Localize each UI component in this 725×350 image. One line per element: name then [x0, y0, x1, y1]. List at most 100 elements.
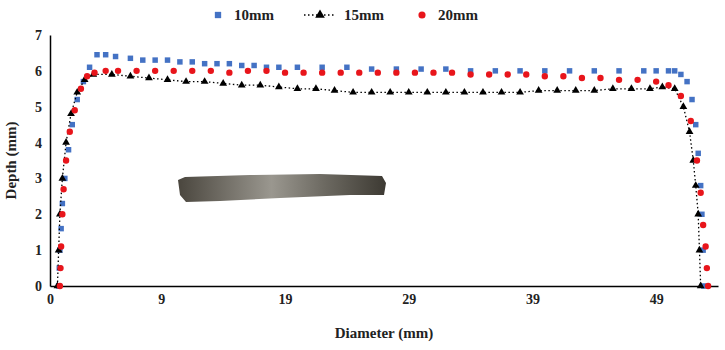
data-point	[164, 75, 172, 82]
x-tick: 49	[650, 286, 664, 307]
data-point	[251, 63, 256, 68]
data-point	[84, 73, 90, 79]
data-point	[227, 61, 232, 66]
legend-item: 10mm	[215, 7, 275, 23]
data-point	[57, 283, 63, 289]
series-line	[57, 74, 700, 286]
chart: 091929394901234567Diameter (mm)Depth (mm…	[0, 0, 725, 350]
y-axis: 01234567	[35, 28, 51, 294]
data-point	[486, 71, 492, 77]
data-point	[597, 75, 603, 81]
data-point	[59, 211, 65, 217]
data-point	[312, 84, 320, 91]
data-point	[693, 122, 698, 127]
data-point	[245, 68, 251, 74]
data-point	[201, 77, 209, 84]
data-point	[590, 86, 598, 93]
y-tick-label: 7	[35, 28, 42, 43]
data-point	[628, 84, 636, 91]
data-point	[678, 93, 684, 99]
data-point	[641, 68, 646, 73]
data-point	[542, 68, 547, 73]
y-tick-label: 4	[35, 136, 42, 151]
series-0	[56, 52, 707, 289]
data-point	[72, 107, 78, 113]
data-point	[177, 59, 182, 64]
data-point	[542, 73, 548, 79]
data-point	[344, 65, 349, 70]
data-point	[70, 122, 75, 127]
legend-label: 20mm	[438, 7, 478, 23]
data-point	[300, 69, 306, 75]
data-point	[467, 71, 473, 77]
data-point	[182, 77, 190, 84]
data-point	[517, 68, 522, 73]
data-point	[653, 78, 659, 84]
x-tick: 9	[158, 286, 165, 307]
legend-item: 15mm	[304, 7, 384, 23]
data-point	[108, 70, 116, 77]
data-point	[58, 243, 64, 249]
data-point	[74, 97, 79, 102]
data-point	[443, 66, 448, 71]
y-axis-line	[50, 36, 52, 287]
data-point	[294, 84, 302, 91]
data-point	[62, 138, 70, 145]
y-tick: 7	[35, 28, 50, 43]
data-point	[133, 68, 139, 74]
specimen-photo	[178, 174, 386, 202]
data-point	[694, 210, 702, 217]
y-tick: 3	[35, 171, 50, 186]
data-point	[369, 66, 374, 71]
data-point	[214, 61, 219, 66]
y-tick: 5	[35, 100, 50, 115]
data-point	[412, 69, 418, 75]
data-point	[356, 69, 362, 75]
data-point	[535, 86, 543, 93]
plot: 091929394901234567	[35, 28, 719, 307]
y-tick: 4	[35, 136, 50, 151]
data-point	[689, 97, 694, 102]
data-point	[331, 86, 339, 93]
data-point	[479, 88, 487, 95]
data-point	[695, 151, 700, 156]
data-point	[103, 52, 108, 57]
data-point	[189, 68, 195, 74]
y-tick: 0	[35, 279, 50, 294]
y-tick-label: 5	[35, 100, 42, 115]
y-tick: 2	[35, 207, 50, 222]
data-point	[666, 68, 671, 73]
x-tick-label: 19	[279, 292, 293, 307]
data-point	[672, 68, 677, 73]
data-point	[190, 59, 195, 64]
data-point	[140, 57, 145, 62]
x-tick: 39	[526, 286, 540, 307]
data-point	[646, 84, 654, 91]
data-point	[592, 68, 597, 73]
data-point	[58, 174, 66, 181]
data-point	[263, 68, 269, 74]
data-point	[238, 81, 246, 88]
series-1	[54, 70, 705, 288]
y-axis-title: Depth (mm)	[3, 122, 20, 200]
x-tick-label: 49	[650, 292, 664, 307]
data-point	[295, 65, 300, 70]
data-point	[256, 81, 264, 88]
data-point	[688, 118, 694, 124]
data-point	[338, 69, 344, 75]
y-tick-label: 1	[35, 243, 42, 258]
data-point	[702, 243, 708, 249]
data-point	[78, 86, 84, 92]
data-point	[60, 186, 66, 192]
data-point	[505, 71, 511, 77]
data-point	[697, 282, 705, 289]
data-point	[67, 129, 73, 135]
x-tick-label: 29	[402, 292, 416, 307]
data-point	[127, 72, 135, 79]
data-point	[697, 190, 703, 196]
data-point	[665, 82, 671, 88]
data-point	[704, 265, 710, 271]
data-point	[678, 72, 683, 77]
specimen-shape	[178, 174, 386, 202]
data-point	[63, 157, 69, 163]
